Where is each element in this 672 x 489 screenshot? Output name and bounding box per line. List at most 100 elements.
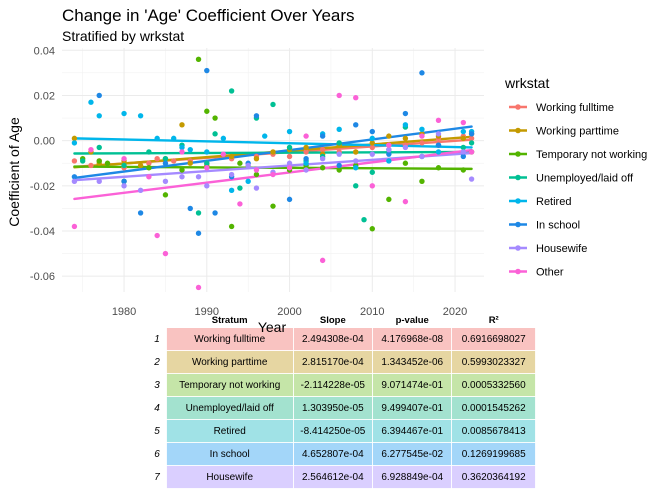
data-point [228, 171, 235, 178]
fit-lines [73, 125, 473, 201]
data-point [270, 101, 276, 108]
data-point [96, 178, 102, 184]
data-point [137, 187, 144, 194]
table-row: 4 Unemployed/laid off 1.303950e-05 9.499407… [141, 396, 536, 420]
data-point [419, 133, 425, 139]
data-point [303, 149, 309, 155]
data-point [319, 156, 326, 162]
data-point [146, 165, 152, 171]
stratum-cell: In school [166, 442, 294, 466]
data-point [204, 108, 210, 114]
data-point [361, 217, 367, 223]
slope-cell: -8.414250e-05 [293, 419, 374, 443]
header-pvalue: p-value [395, 315, 429, 326]
data-point [369, 135, 375, 142]
data-point [386, 158, 392, 164]
data-point [419, 153, 425, 160]
x-tick-label: 1980 [112, 306, 136, 318]
data-point [369, 183, 375, 189]
table-header-row: Stratum Slope p-value R² [141, 313, 536, 328]
data-point [96, 144, 102, 151]
data-point [162, 250, 169, 257]
header-r2: R² [488, 315, 499, 326]
data-point [286, 153, 293, 160]
data-point [212, 115, 218, 121]
data-point [460, 135, 467, 142]
slope-cell: 2.815170e-04 [293, 350, 374, 374]
r2-cell: 0.0005332560 [451, 373, 536, 397]
data-point [303, 167, 309, 173]
data-point [253, 185, 260, 191]
y-tick-label: -0.02 [30, 181, 55, 193]
slope-cell: 2.564612e-04 [293, 465, 374, 489]
data-point [162, 160, 169, 166]
data-point [71, 223, 78, 230]
data-point [171, 135, 177, 142]
legend-label: Temporary not working [536, 149, 647, 161]
x-tick-label: 1990 [195, 306, 219, 318]
data-point [253, 113, 260, 119]
row-index: 1 [141, 328, 167, 351]
pvalue-cell: 9.071474e-01 [372, 373, 453, 397]
data-point [228, 88, 235, 94]
table-row: 5 Retired -8.414250e-05 6.394467e-01 0.00856… [141, 419, 536, 443]
data-point [286, 160, 293, 166]
stratum-cell: Temporary not working [166, 373, 294, 397]
x-tick-labels: 1980 1990 2000 2010 2020 [112, 306, 467, 318]
data-point [386, 133, 392, 139]
data-point [154, 135, 160, 142]
legend-key-point [515, 151, 521, 157]
data-point [353, 183, 359, 189]
data-point [154, 232, 160, 239]
data-point [336, 92, 342, 99]
data-point [228, 187, 235, 194]
data-point [121, 156, 127, 162]
chart-title: Change in 'Age' Coefficient Over Years [62, 6, 355, 25]
y-tick-label: 0.02 [34, 90, 55, 102]
data-point [204, 183, 210, 189]
data-point [71, 178, 78, 184]
data-point [286, 144, 293, 151]
data-point [386, 142, 392, 148]
row-index: 5 [141, 419, 167, 443]
data-point [386, 151, 392, 157]
data-point [402, 198, 409, 205]
data-point [460, 167, 467, 173]
data-point [187, 205, 193, 212]
data-point [204, 165, 210, 171]
data-point [336, 162, 342, 169]
data-point [419, 140, 425, 146]
data-point [435, 165, 442, 171]
data-point [204, 149, 210, 155]
data-point [435, 142, 442, 148]
legend-key-point [515, 245, 521, 251]
legend-key-point [515, 174, 521, 181]
data-point [435, 117, 442, 123]
data-point [460, 128, 467, 135]
data-point [353, 165, 359, 171]
data-point [369, 128, 375, 135]
data-point [262, 133, 268, 139]
legend: Working fulltime Working parttime Temporar… [509, 102, 647, 279]
data-point [402, 110, 409, 117]
legend-label: Other [536, 267, 564, 279]
data-point [162, 156, 169, 162]
pvalue-cell: 6.394467e-01 [372, 419, 453, 443]
y-tick-labels: -0.06 -0.04 -0.02 0.00 0.02 0.04 [30, 45, 55, 283]
data-point [171, 158, 177, 164]
data-point [195, 210, 202, 216]
data-point [270, 203, 276, 209]
data-point [237, 201, 243, 207]
y-tick-label: -0.04 [30, 226, 55, 238]
data-point [179, 174, 185, 180]
data-point [386, 196, 392, 203]
stratum-cell: Unemployed/laid off [166, 396, 294, 420]
data-point [104, 160, 111, 166]
legend-key-point [515, 221, 521, 228]
slope-cell: 1.303950e-05 [293, 396, 374, 420]
pvalue-cell: 1.343452e-06 [372, 350, 453, 374]
data-points [71, 56, 475, 291]
y-tick-label: 0.00 [34, 136, 55, 148]
table-row: 2 Working parttime 2.815170e-04 1.343452e-0… [141, 350, 536, 374]
data-point [336, 167, 342, 173]
